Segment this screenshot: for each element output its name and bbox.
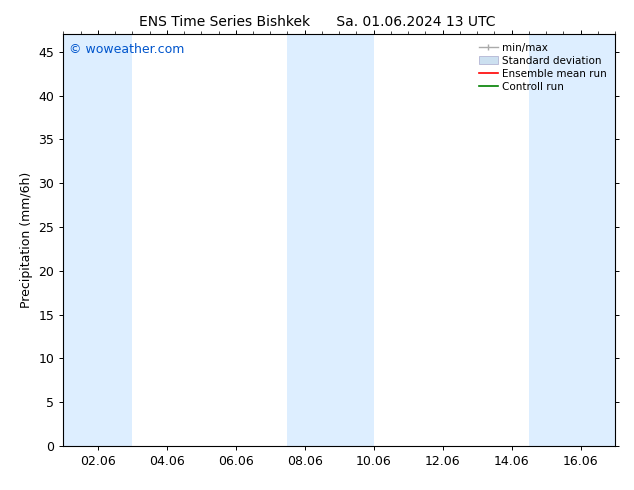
Legend: min/max, Standard deviation, Ensemble mean run, Controll run: min/max, Standard deviation, Ensemble me… (476, 40, 610, 95)
Bar (63, 34, 133, 446)
Text: © woweather.com: © woweather.com (69, 43, 184, 55)
Y-axis label: Precipitation (mm/6h): Precipitation (mm/6h) (20, 172, 33, 308)
Text: ENS Time Series Bishkek      Sa. 01.06.2024 13 UTC: ENS Time Series Bishkek Sa. 01.06.2024 1… (139, 15, 495, 29)
Bar (529, 34, 615, 446)
Bar (287, 34, 373, 446)
